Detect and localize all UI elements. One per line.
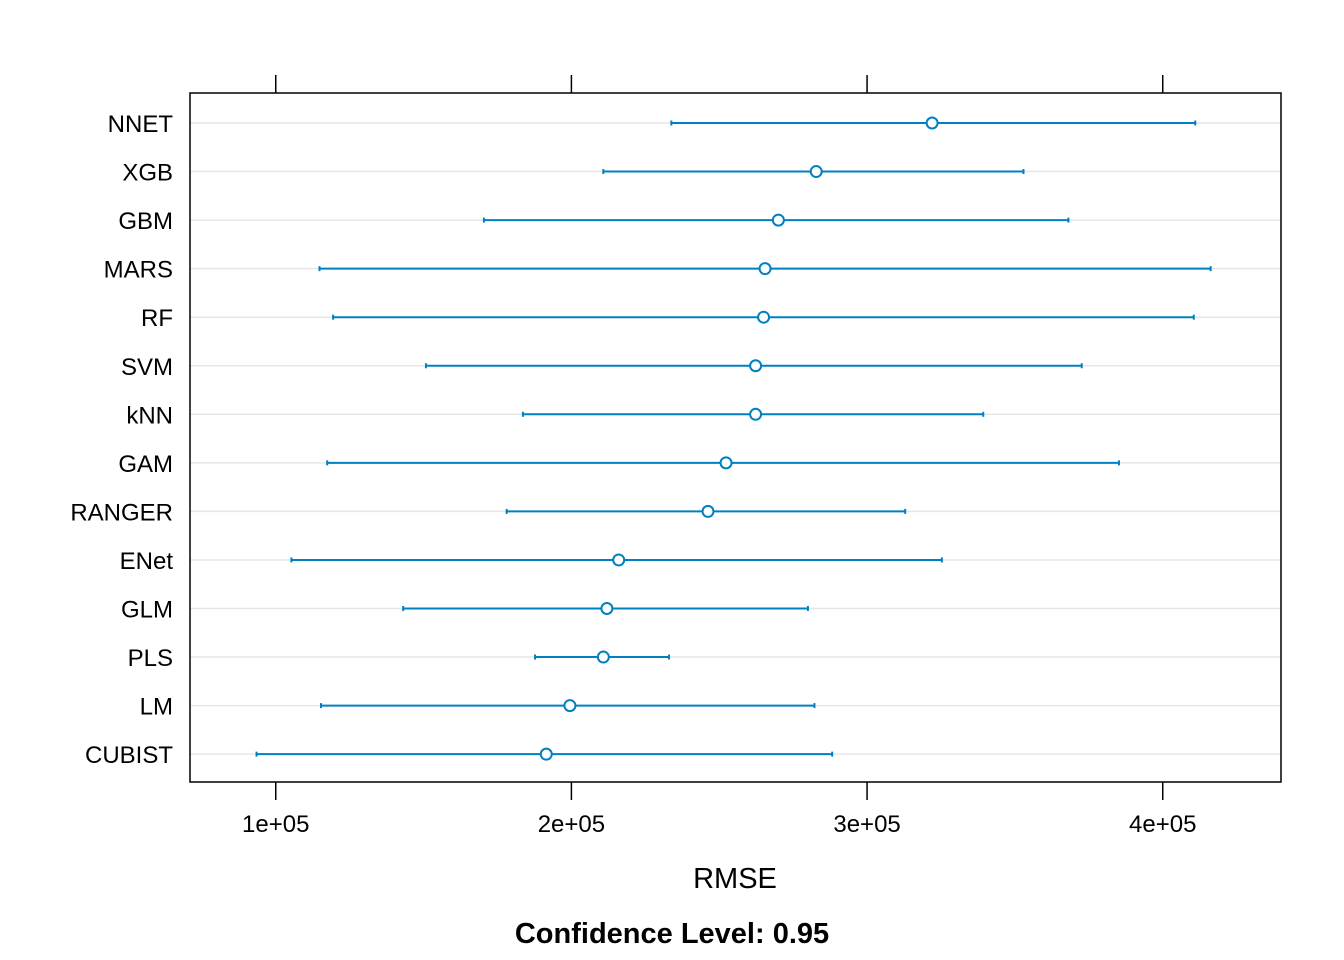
confidence-level-caption: Confidence Level: 0.95 xyxy=(515,918,829,950)
category-label-gbm: GBM xyxy=(118,208,173,235)
point-svm xyxy=(749,359,763,373)
category-label-glm: GLM xyxy=(121,597,173,624)
category-label-ranger: RANGER xyxy=(70,499,173,526)
category-label-xgb: XGB xyxy=(122,160,173,187)
estimate-points xyxy=(539,116,939,761)
point-cubist xyxy=(539,747,553,761)
point-lm xyxy=(563,699,577,713)
x-tick-label-2: 3e+05 xyxy=(833,811,900,838)
x-tick-label-3: 4e+05 xyxy=(1129,811,1196,838)
x-tick-label-0: 1e+05 xyxy=(242,811,309,838)
x-axis-ticks: 1e+05 2e+05 3e+05 4e+05 xyxy=(242,75,1196,838)
category-label-lm: LM xyxy=(140,694,173,721)
point-enet xyxy=(612,553,626,567)
gridlines xyxy=(190,122,1281,755)
category-label-pls: PLS xyxy=(128,645,173,672)
category-label-nnet: NNET xyxy=(108,111,174,138)
point-ranger xyxy=(701,504,715,518)
x-tick-label-1: 2e+05 xyxy=(538,811,605,838)
point-mars xyxy=(758,262,772,276)
category-label-enet: ENet xyxy=(120,548,174,575)
category-label-knn: kNN xyxy=(126,402,173,429)
category-label-rf: RF xyxy=(141,305,173,332)
point-gbm xyxy=(771,213,785,227)
point-pls xyxy=(596,650,610,664)
point-glm xyxy=(600,602,614,615)
plot-frame xyxy=(189,92,1282,783)
point-knn xyxy=(749,407,763,421)
point-rf xyxy=(757,310,771,324)
category-label-gam: GAM xyxy=(118,451,173,478)
point-gam xyxy=(719,456,733,470)
category-label-cubist: CUBIST xyxy=(85,742,173,769)
category-label-mars: MARS xyxy=(104,257,173,284)
category-labels: NNET XGB GBM MARS RF SVM kNN GAM RANGER ENet GLM PL… xyxy=(70,111,173,769)
confidence-intervals xyxy=(255,120,1212,757)
point-xgb xyxy=(809,165,823,179)
x-axis-title: RMSE xyxy=(693,863,777,895)
point-nnet xyxy=(925,116,939,130)
category-label-svm: SVM xyxy=(121,354,173,381)
